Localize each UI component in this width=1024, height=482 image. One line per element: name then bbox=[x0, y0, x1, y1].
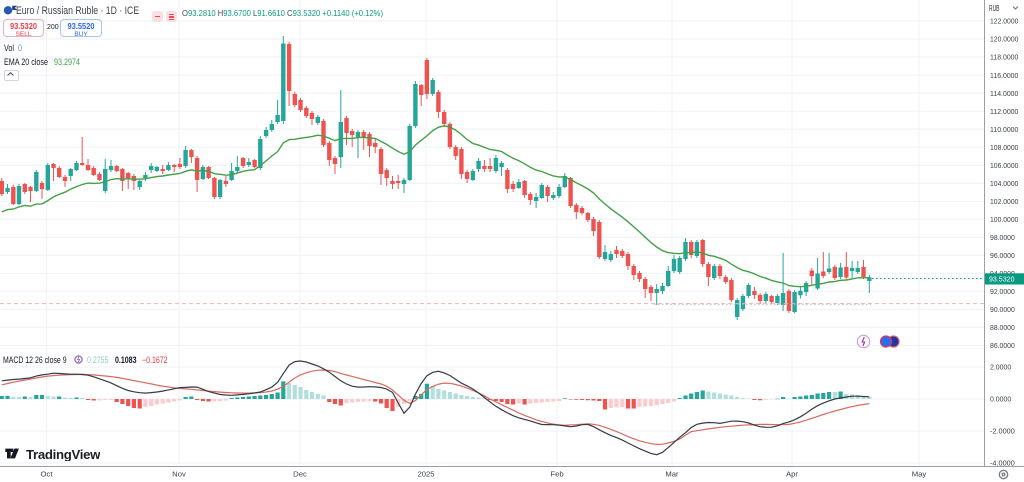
svg-text:114.0000: 114.0000 bbox=[990, 89, 1018, 98]
svg-text:116.0000: 116.0000 bbox=[990, 71, 1018, 80]
svg-text:RUB: RUB bbox=[989, 4, 1000, 13]
svg-text:TradingView: TradingView bbox=[26, 448, 100, 461]
svg-text:104.0000: 104.0000 bbox=[990, 179, 1018, 188]
svg-text:102.0000: 102.0000 bbox=[990, 197, 1018, 206]
svg-text:-2.0000: -2.0000 bbox=[990, 427, 1015, 436]
svg-text:122.0000: 122.0000 bbox=[990, 17, 1018, 26]
svg-text:100.0000: 100.0000 bbox=[990, 215, 1018, 224]
svg-text:Feb: Feb bbox=[550, 470, 563, 479]
svg-text:120.0000: 120.0000 bbox=[990, 35, 1018, 44]
svg-text:92.0000: 92.0000 bbox=[990, 287, 1015, 296]
svg-text:2025: 2025 bbox=[417, 470, 434, 479]
svg-text:110.0000: 110.0000 bbox=[990, 125, 1018, 134]
svg-text:88.0000: 88.0000 bbox=[990, 323, 1015, 332]
svg-text:86.0000: 86.0000 bbox=[990, 341, 1015, 350]
svg-text:106.0000: 106.0000 bbox=[990, 161, 1018, 170]
svg-text:Nov: Nov bbox=[172, 470, 186, 479]
svg-text:Mar: Mar bbox=[665, 470, 679, 479]
svg-text:90.0000: 90.0000 bbox=[990, 305, 1015, 314]
svg-text:108.0000: 108.0000 bbox=[990, 143, 1018, 152]
svg-text:May: May bbox=[912, 470, 927, 479]
svg-text:98.0000: 98.0000 bbox=[990, 233, 1015, 242]
svg-text:118.0000: 118.0000 bbox=[990, 53, 1018, 62]
svg-text:Dec: Dec bbox=[293, 470, 307, 479]
svg-text:93.5320: 93.5320 bbox=[989, 275, 1015, 284]
svg-text:2.0000: 2.0000 bbox=[990, 363, 1011, 372]
svg-text:0.0000: 0.0000 bbox=[990, 395, 1011, 404]
svg-text:Apr: Apr bbox=[786, 470, 798, 479]
svg-text:112.0000: 112.0000 bbox=[990, 107, 1018, 116]
svg-text:96.0000: 96.0000 bbox=[990, 251, 1015, 260]
svg-text:-4.0000: -4.0000 bbox=[990, 459, 1015, 468]
svg-text:Oct: Oct bbox=[41, 470, 54, 479]
